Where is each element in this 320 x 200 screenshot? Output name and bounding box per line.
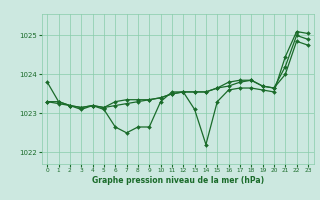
X-axis label: Graphe pression niveau de la mer (hPa): Graphe pression niveau de la mer (hPa) bbox=[92, 176, 264, 185]
